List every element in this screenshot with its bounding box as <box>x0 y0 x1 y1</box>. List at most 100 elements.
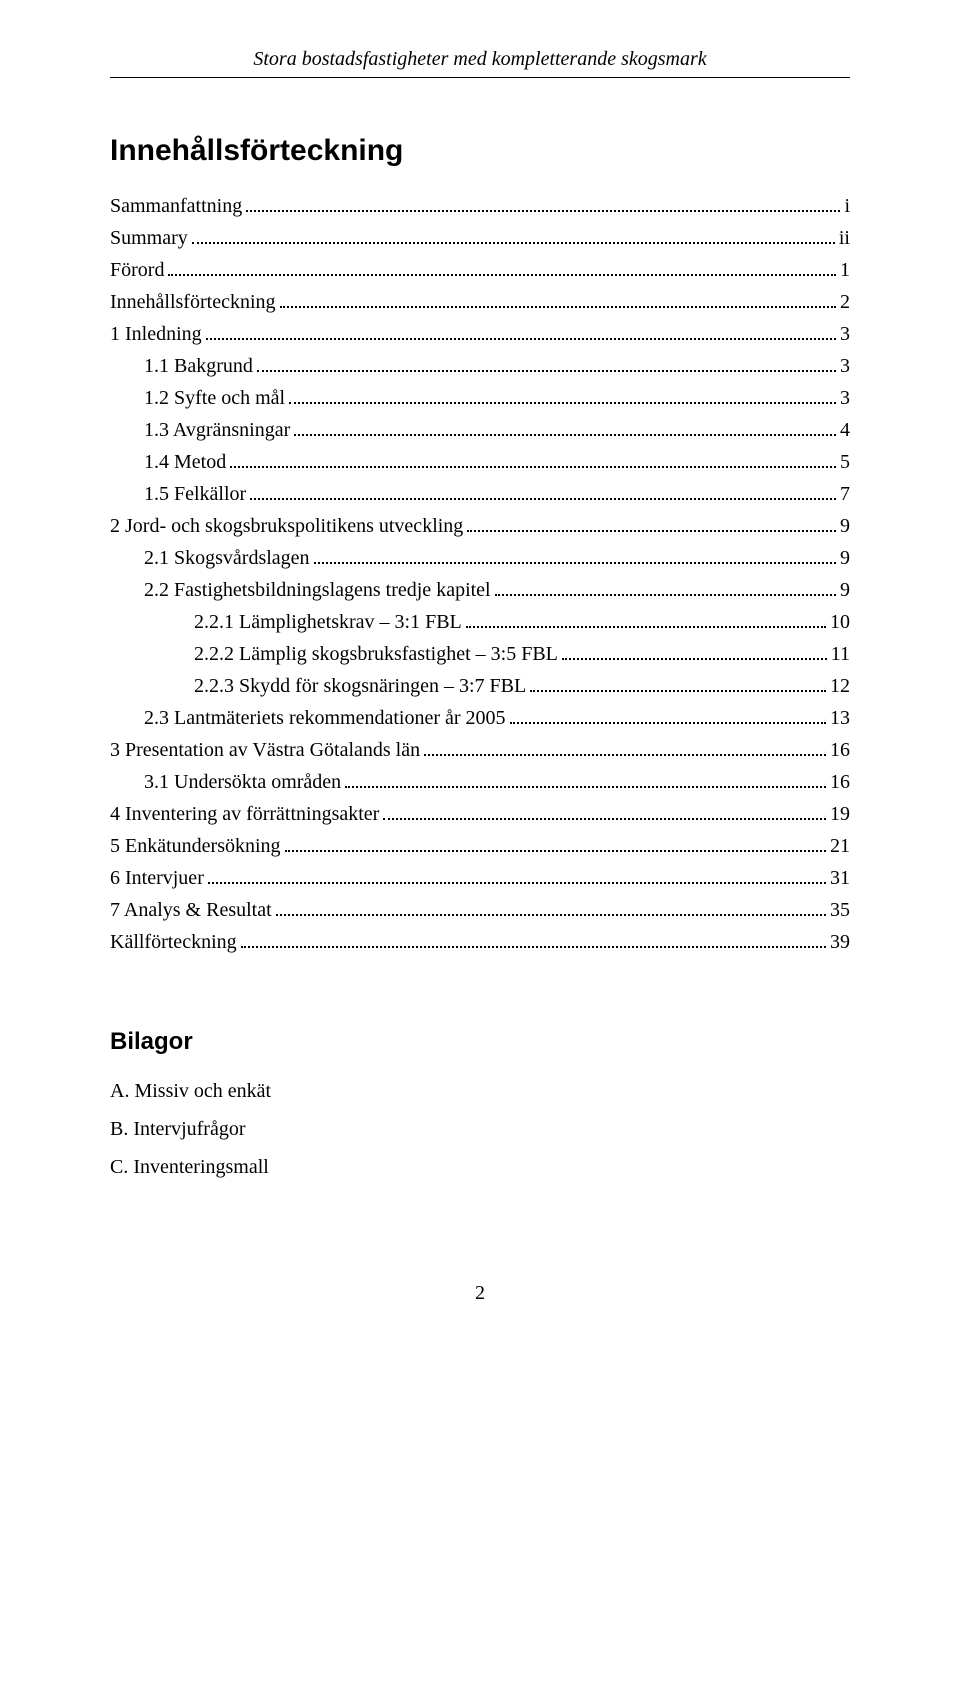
toc-leader-dots <box>314 562 836 564</box>
toc-entry-page: 13 <box>830 702 850 734</box>
toc-leader-dots <box>510 722 826 724</box>
toc-leader-dots <box>280 306 837 308</box>
toc-leader-dots <box>230 466 836 468</box>
toc-entry-page: 5 <box>840 446 850 478</box>
toc-entry-label: 1.3 Avgränsningar <box>144 414 290 446</box>
toc-entry: Innehållsförteckning 2 <box>110 286 850 318</box>
toc-leader-dots <box>562 658 827 660</box>
toc-entry: Sammanfattning i <box>110 190 850 222</box>
toc-leader-dots <box>206 338 836 340</box>
toc-entry-label: 4 Inventering av förrättningsakter <box>110 798 379 830</box>
toc-entry-page: 39 <box>830 926 850 958</box>
toc-entry-label: 6 Intervjuer <box>110 862 204 894</box>
toc-entry-page: 9 <box>840 510 850 542</box>
toc-leader-dots <box>289 402 836 404</box>
toc-entry: 2.3 Lantmäteriets rekommendationer år 20… <box>110 702 850 734</box>
toc-leader-dots <box>345 786 826 788</box>
appendix-item: B. Intervjufrågor <box>110 1110 850 1148</box>
toc-entry: 3.1 Undersökta områden 16 <box>110 766 850 798</box>
toc-entry-label: 2.3 Lantmäteriets rekommendationer år 20… <box>144 702 506 734</box>
toc-entry-label: 2 Jord- och skogsbrukspolitikens utveckl… <box>110 510 463 542</box>
toc-leader-dots <box>257 370 836 372</box>
toc-entry-page: i <box>844 190 850 222</box>
page-number: 2 <box>110 1282 850 1305</box>
toc-entry-label: 1.1 Bakgrund <box>144 350 253 382</box>
toc-entry: Summaryii <box>110 222 850 254</box>
toc-entry-page: 4 <box>840 414 850 446</box>
toc-entry: 2.1 Skogsvårdslagen 9 <box>110 542 850 574</box>
toc-entry-label: Källförteckning <box>110 926 237 958</box>
running-header: Stora bostadsfastigheter med komplettera… <box>110 48 850 71</box>
toc-leader-dots <box>192 242 835 244</box>
toc-entry-label: 3 Presentation av Västra Götalands län <box>110 734 420 766</box>
toc-entry-label: 2.2.2 Lämplig skogsbruksfastighet – 3:5 … <box>194 638 558 670</box>
toc-leader-dots <box>383 818 826 820</box>
toc-entry-page: 3 <box>840 318 850 350</box>
toc-entry-page: 16 <box>830 766 850 798</box>
toc-entry-page: 31 <box>830 862 850 894</box>
appendices-title: Bilagor <box>110 1028 850 1056</box>
toc-entry: 1.4 Metod 5 <box>110 446 850 478</box>
toc-entry-label: Innehållsförteckning <box>110 286 276 318</box>
toc-entry-label: 1.2 Syfte och mål <box>144 382 285 414</box>
toc-leader-dots <box>208 882 826 884</box>
toc-entry-page: 2 <box>840 286 850 318</box>
toc-entry: 2.2 Fastighetsbildningslagens tredje kap… <box>110 574 850 606</box>
toc-leader-dots <box>467 530 836 532</box>
toc-leader-dots <box>466 626 826 628</box>
toc-entry-label: Förord <box>110 254 164 286</box>
toc-leader-dots <box>241 946 826 948</box>
toc-entry: 3 Presentation av Västra Götalands län 16 <box>110 734 850 766</box>
toc-entry: 6 Intervjuer 31 <box>110 862 850 894</box>
toc-entry-page: 10 <box>830 606 850 638</box>
toc-entry-label: 2.2.1 Lämplighetskrav – 3:1 FBL <box>194 606 462 638</box>
toc-entry-page: 12 <box>830 670 850 702</box>
toc-leader-dots <box>276 914 826 916</box>
toc-entry: 1 Inledning 3 <box>110 318 850 350</box>
toc-entry-label: 3.1 Undersökta områden <box>144 766 341 798</box>
toc-entry: 4 Inventering av förrättningsakter 19 <box>110 798 850 830</box>
toc-entry-label: 2.1 Skogsvårdslagen <box>144 542 310 574</box>
appendix-item: C. Inventeringsmall <box>110 1148 850 1186</box>
toc-entry-label: 5 Enkätundersökning <box>110 830 281 862</box>
toc-entry-page: 1 <box>840 254 850 286</box>
toc-entry-page: 9 <box>840 542 850 574</box>
toc-entry: 2 Jord- och skogsbrukspolitikens utveckl… <box>110 510 850 542</box>
toc-leader-dots <box>246 210 840 212</box>
toc-entry: 1.3 Avgränsningar 4 <box>110 414 850 446</box>
toc-entry-label: 7 Analys & Resultat <box>110 894 272 926</box>
toc-leader-dots <box>250 498 836 500</box>
toc-entry: 2.2.2 Lämplig skogsbruksfastighet – 3:5 … <box>110 638 850 670</box>
toc-entry-page: 21 <box>830 830 850 862</box>
toc-leader-dots <box>168 274 836 276</box>
toc-entry-page: 35 <box>830 894 850 926</box>
toc-title: Innehållsförteckning <box>110 134 850 168</box>
header-rule <box>110 77 850 78</box>
toc-entry-label: 1.5 Felkällor <box>144 478 246 510</box>
toc-entry-label: 2.2.3 Skydd för skogsnäringen – 3:7 FBL <box>194 670 526 702</box>
toc-entry-page: 9 <box>840 574 850 606</box>
toc-leader-dots <box>424 754 826 756</box>
toc-entry-page: 19 <box>830 798 850 830</box>
toc-entry-label: 1 Inledning <box>110 318 202 350</box>
toc-leader-dots <box>285 850 826 852</box>
toc-entry: 2.2.3 Skydd för skogsnäringen – 3:7 FBL 1… <box>110 670 850 702</box>
toc-entry-page: 3 <box>840 350 850 382</box>
appendices-list: A. Missiv och enkätB. IntervjufrågorC. I… <box>110 1072 850 1186</box>
toc-entry: 1.2 Syfte och mål 3 <box>110 382 850 414</box>
appendix-item: A. Missiv och enkät <box>110 1072 850 1110</box>
toc-entry-page: 7 <box>840 478 850 510</box>
toc-entry-label: 2.2 Fastighetsbildningslagens tredje kap… <box>144 574 491 606</box>
toc-entry-page: 16 <box>830 734 850 766</box>
toc-entry: 7 Analys & Resultat 35 <box>110 894 850 926</box>
toc-leader-dots <box>294 434 836 436</box>
toc-entry-page: 11 <box>831 638 850 670</box>
toc-entry-label: 1.4 Metod <box>144 446 226 478</box>
toc-entry: Förord 1 <box>110 254 850 286</box>
toc-entry-label: Sammanfattning <box>110 190 242 222</box>
toc-entry-page: 3 <box>840 382 850 414</box>
toc-entry: 1.5 Felkällor 7 <box>110 478 850 510</box>
toc-entry: Källförteckning 39 <box>110 926 850 958</box>
toc-entry: 5 Enkätundersökning 21 <box>110 830 850 862</box>
toc-leader-dots <box>530 690 826 692</box>
